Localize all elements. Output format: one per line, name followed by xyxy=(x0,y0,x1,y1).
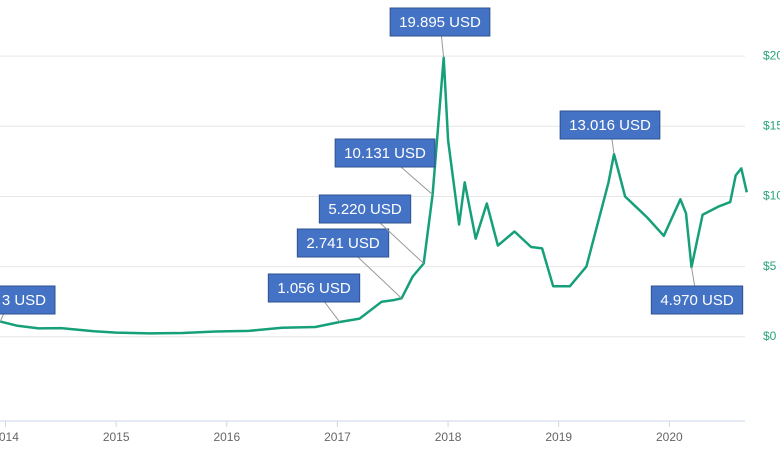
annotation-label: 1.056 USD xyxy=(277,280,351,297)
annotation-box xyxy=(318,194,412,224)
annotation-label: 13.016 USD xyxy=(569,117,651,134)
annotation-label: 3 USD xyxy=(2,292,46,309)
y-tick-label: $20 xyxy=(763,48,780,62)
annotation: 13.016 USD xyxy=(559,110,661,140)
annotation-label: 2.741 USD xyxy=(306,235,380,252)
annotation-label: 19.895 USD xyxy=(399,14,481,31)
y-tick-label: $0 xyxy=(763,329,777,343)
annotation: 5.220 USD xyxy=(318,194,412,224)
annotation: 3 USD xyxy=(0,285,56,315)
x-tick-label: 2019 xyxy=(545,430,572,444)
annotation-box xyxy=(296,228,390,258)
annotation: 19.895 USD xyxy=(389,7,491,37)
annotation: 10.131 USD xyxy=(334,138,436,168)
annotation: 4.970 USD xyxy=(650,285,744,315)
y-tick-label: $15 xyxy=(763,118,780,132)
annotation: 2.741 USD xyxy=(296,228,390,258)
x-tick-label: 2014 xyxy=(0,430,19,444)
annotation-box xyxy=(389,7,491,37)
y-tick-label: $10 xyxy=(763,189,780,203)
annotation-box xyxy=(0,285,56,315)
annotation-box xyxy=(559,110,661,140)
annotation: 1.056 USD xyxy=(267,273,361,303)
x-tick-label: 2018 xyxy=(435,430,462,444)
x-tick-label: 2020 xyxy=(656,430,683,444)
annotation-label: 10.131 USD xyxy=(344,145,426,162)
annotation-box xyxy=(267,273,361,303)
x-tick-label: 2017 xyxy=(324,430,351,444)
price-line xyxy=(0,56,749,335)
y-tick-label: $5 xyxy=(763,259,777,273)
x-tick-label: 2016 xyxy=(213,430,240,444)
annotation-box xyxy=(650,285,744,315)
x-tick-label: 2015 xyxy=(103,430,130,444)
annotation-label: 4.970 USD xyxy=(660,292,734,309)
annotation-box xyxy=(334,138,436,168)
annotation-label: 5.220 USD xyxy=(328,201,402,218)
